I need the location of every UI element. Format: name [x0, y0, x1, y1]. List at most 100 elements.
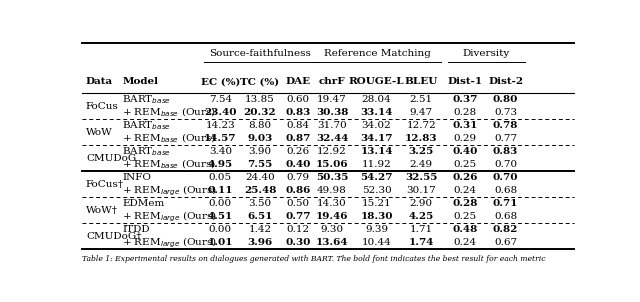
Text: 0.83: 0.83 — [285, 108, 311, 117]
Text: 12.72: 12.72 — [406, 121, 436, 130]
Text: BART$_{\mathit{base}}$: BART$_{\mathit{base}}$ — [122, 145, 171, 158]
Text: 14.57: 14.57 — [204, 134, 237, 143]
Text: 30.17: 30.17 — [406, 186, 436, 195]
Text: 34.17: 34.17 — [360, 134, 393, 143]
Text: + REM$_{\mathit{large}}$ (Ours): + REM$_{\mathit{large}}$ (Ours) — [122, 235, 217, 250]
Text: 3.96: 3.96 — [248, 238, 273, 247]
Text: 0.78: 0.78 — [493, 121, 518, 130]
Text: 2.51: 2.51 — [410, 95, 433, 104]
Text: 13.14: 13.14 — [360, 147, 393, 156]
Text: 13.64: 13.64 — [316, 238, 348, 247]
Text: EC (%): EC (%) — [201, 77, 240, 86]
Text: 0.29: 0.29 — [454, 134, 477, 143]
Text: 13.85: 13.85 — [245, 95, 275, 104]
Text: 31.70: 31.70 — [317, 121, 347, 130]
Text: FoCus: FoCus — [86, 102, 118, 111]
Text: 0.26: 0.26 — [287, 147, 310, 156]
Text: 0.73: 0.73 — [494, 108, 517, 117]
Text: 0.70: 0.70 — [494, 160, 517, 169]
Text: 3.50: 3.50 — [248, 199, 271, 208]
Text: DAE: DAE — [285, 77, 311, 86]
Text: 0.87: 0.87 — [285, 134, 311, 143]
Text: Reference Matching: Reference Matching — [324, 49, 431, 58]
Text: 11.92: 11.92 — [362, 160, 392, 169]
Text: 19.47: 19.47 — [317, 95, 347, 104]
Text: chrF: chrF — [319, 77, 346, 86]
Text: 0.50: 0.50 — [287, 199, 310, 208]
Text: 25.48: 25.48 — [244, 186, 276, 195]
Text: EDMem: EDMem — [122, 199, 164, 208]
Text: 18.30: 18.30 — [360, 212, 393, 221]
Text: 0.80: 0.80 — [493, 95, 518, 104]
Text: 4.25: 4.25 — [408, 212, 434, 221]
Text: BLEU: BLEU — [404, 77, 438, 86]
Text: ROUGE-L: ROUGE-L — [349, 77, 404, 86]
Text: 9.39: 9.39 — [365, 225, 388, 234]
Text: 24.40: 24.40 — [245, 173, 275, 182]
Text: 4.95: 4.95 — [208, 160, 233, 169]
Text: Table 1: Experimental results on dialogues generated with BART. The bold font in: Table 1: Experimental results on dialogu… — [83, 255, 546, 263]
Text: 32.44: 32.44 — [316, 134, 348, 143]
Text: 2.90: 2.90 — [410, 199, 433, 208]
Text: 0.70: 0.70 — [493, 173, 518, 182]
Text: 33.14: 33.14 — [360, 108, 393, 117]
Text: BART$_{\mathit{base}}$: BART$_{\mathit{base}}$ — [122, 93, 171, 106]
Text: Source-faithfulness: Source-faithfulness — [210, 49, 312, 58]
Text: 0.40: 0.40 — [285, 160, 311, 169]
Text: 30.38: 30.38 — [316, 108, 348, 117]
Text: WoW†: WoW† — [86, 206, 118, 214]
Text: 0.05: 0.05 — [209, 173, 232, 182]
Text: + REM$_{\mathit{base}}$ (Ours): + REM$_{\mathit{base}}$ (Ours) — [122, 106, 216, 120]
Text: Dist-1: Dist-1 — [448, 77, 483, 86]
Text: 49.98: 49.98 — [317, 186, 347, 195]
Text: 0.40: 0.40 — [452, 147, 478, 156]
Text: 0.00: 0.00 — [209, 199, 232, 208]
Text: Diversity: Diversity — [463, 49, 510, 58]
Text: 0.12: 0.12 — [287, 225, 310, 234]
Text: 14.23: 14.23 — [205, 121, 236, 130]
Text: FoCus†: FoCus† — [86, 180, 124, 188]
Text: 0.24: 0.24 — [454, 186, 477, 195]
Text: CMUDoG: CMUDoG — [86, 154, 136, 163]
Text: 0.84: 0.84 — [287, 121, 310, 130]
Text: 34.02: 34.02 — [362, 121, 392, 130]
Text: 0.48: 0.48 — [452, 225, 478, 234]
Text: 9.47: 9.47 — [410, 108, 433, 117]
Text: CMUDoG†: CMUDoG† — [86, 232, 141, 240]
Text: 0.28: 0.28 — [452, 199, 478, 208]
Text: TC (%): TC (%) — [241, 77, 280, 86]
Text: 0.68: 0.68 — [494, 186, 517, 195]
Text: 8.80: 8.80 — [248, 121, 271, 130]
Text: 1.01: 1.01 — [207, 238, 233, 247]
Text: 23.40: 23.40 — [204, 108, 237, 117]
Text: 1.42: 1.42 — [248, 225, 271, 234]
Text: 1.74: 1.74 — [408, 238, 434, 247]
Text: 3.90: 3.90 — [248, 147, 271, 156]
Text: 12.83: 12.83 — [405, 134, 438, 143]
Text: 28.04: 28.04 — [362, 95, 392, 104]
Text: 50.35: 50.35 — [316, 173, 348, 182]
Text: + REM$_{\mathit{base}}$ (Ours): + REM$_{\mathit{base}}$ (Ours) — [122, 158, 216, 172]
Text: 0.37: 0.37 — [452, 95, 478, 104]
Text: 0.77: 0.77 — [285, 212, 311, 221]
Text: 4.51: 4.51 — [208, 212, 233, 221]
Text: 0.79: 0.79 — [287, 173, 310, 182]
Text: 52.30: 52.30 — [362, 186, 392, 195]
Text: Data: Data — [86, 77, 113, 86]
Text: 7.55: 7.55 — [248, 160, 273, 169]
Text: 19.46: 19.46 — [316, 212, 348, 221]
Text: 3.40: 3.40 — [209, 147, 232, 156]
Text: WoW: WoW — [86, 128, 113, 137]
Text: BART$_{\mathit{base}}$: BART$_{\mathit{base}}$ — [122, 119, 171, 132]
Text: 0.11: 0.11 — [207, 186, 233, 195]
Text: 15.21: 15.21 — [362, 199, 392, 208]
Text: 0.77: 0.77 — [494, 134, 517, 143]
Text: 9.03: 9.03 — [248, 134, 273, 143]
Text: 15.06: 15.06 — [316, 160, 348, 169]
Text: 9.30: 9.30 — [321, 225, 344, 234]
Text: 7.54: 7.54 — [209, 95, 232, 104]
Text: 0.60: 0.60 — [287, 95, 310, 104]
Text: 2.49: 2.49 — [410, 160, 433, 169]
Text: 0.71: 0.71 — [493, 199, 518, 208]
Text: 0.25: 0.25 — [454, 160, 477, 169]
